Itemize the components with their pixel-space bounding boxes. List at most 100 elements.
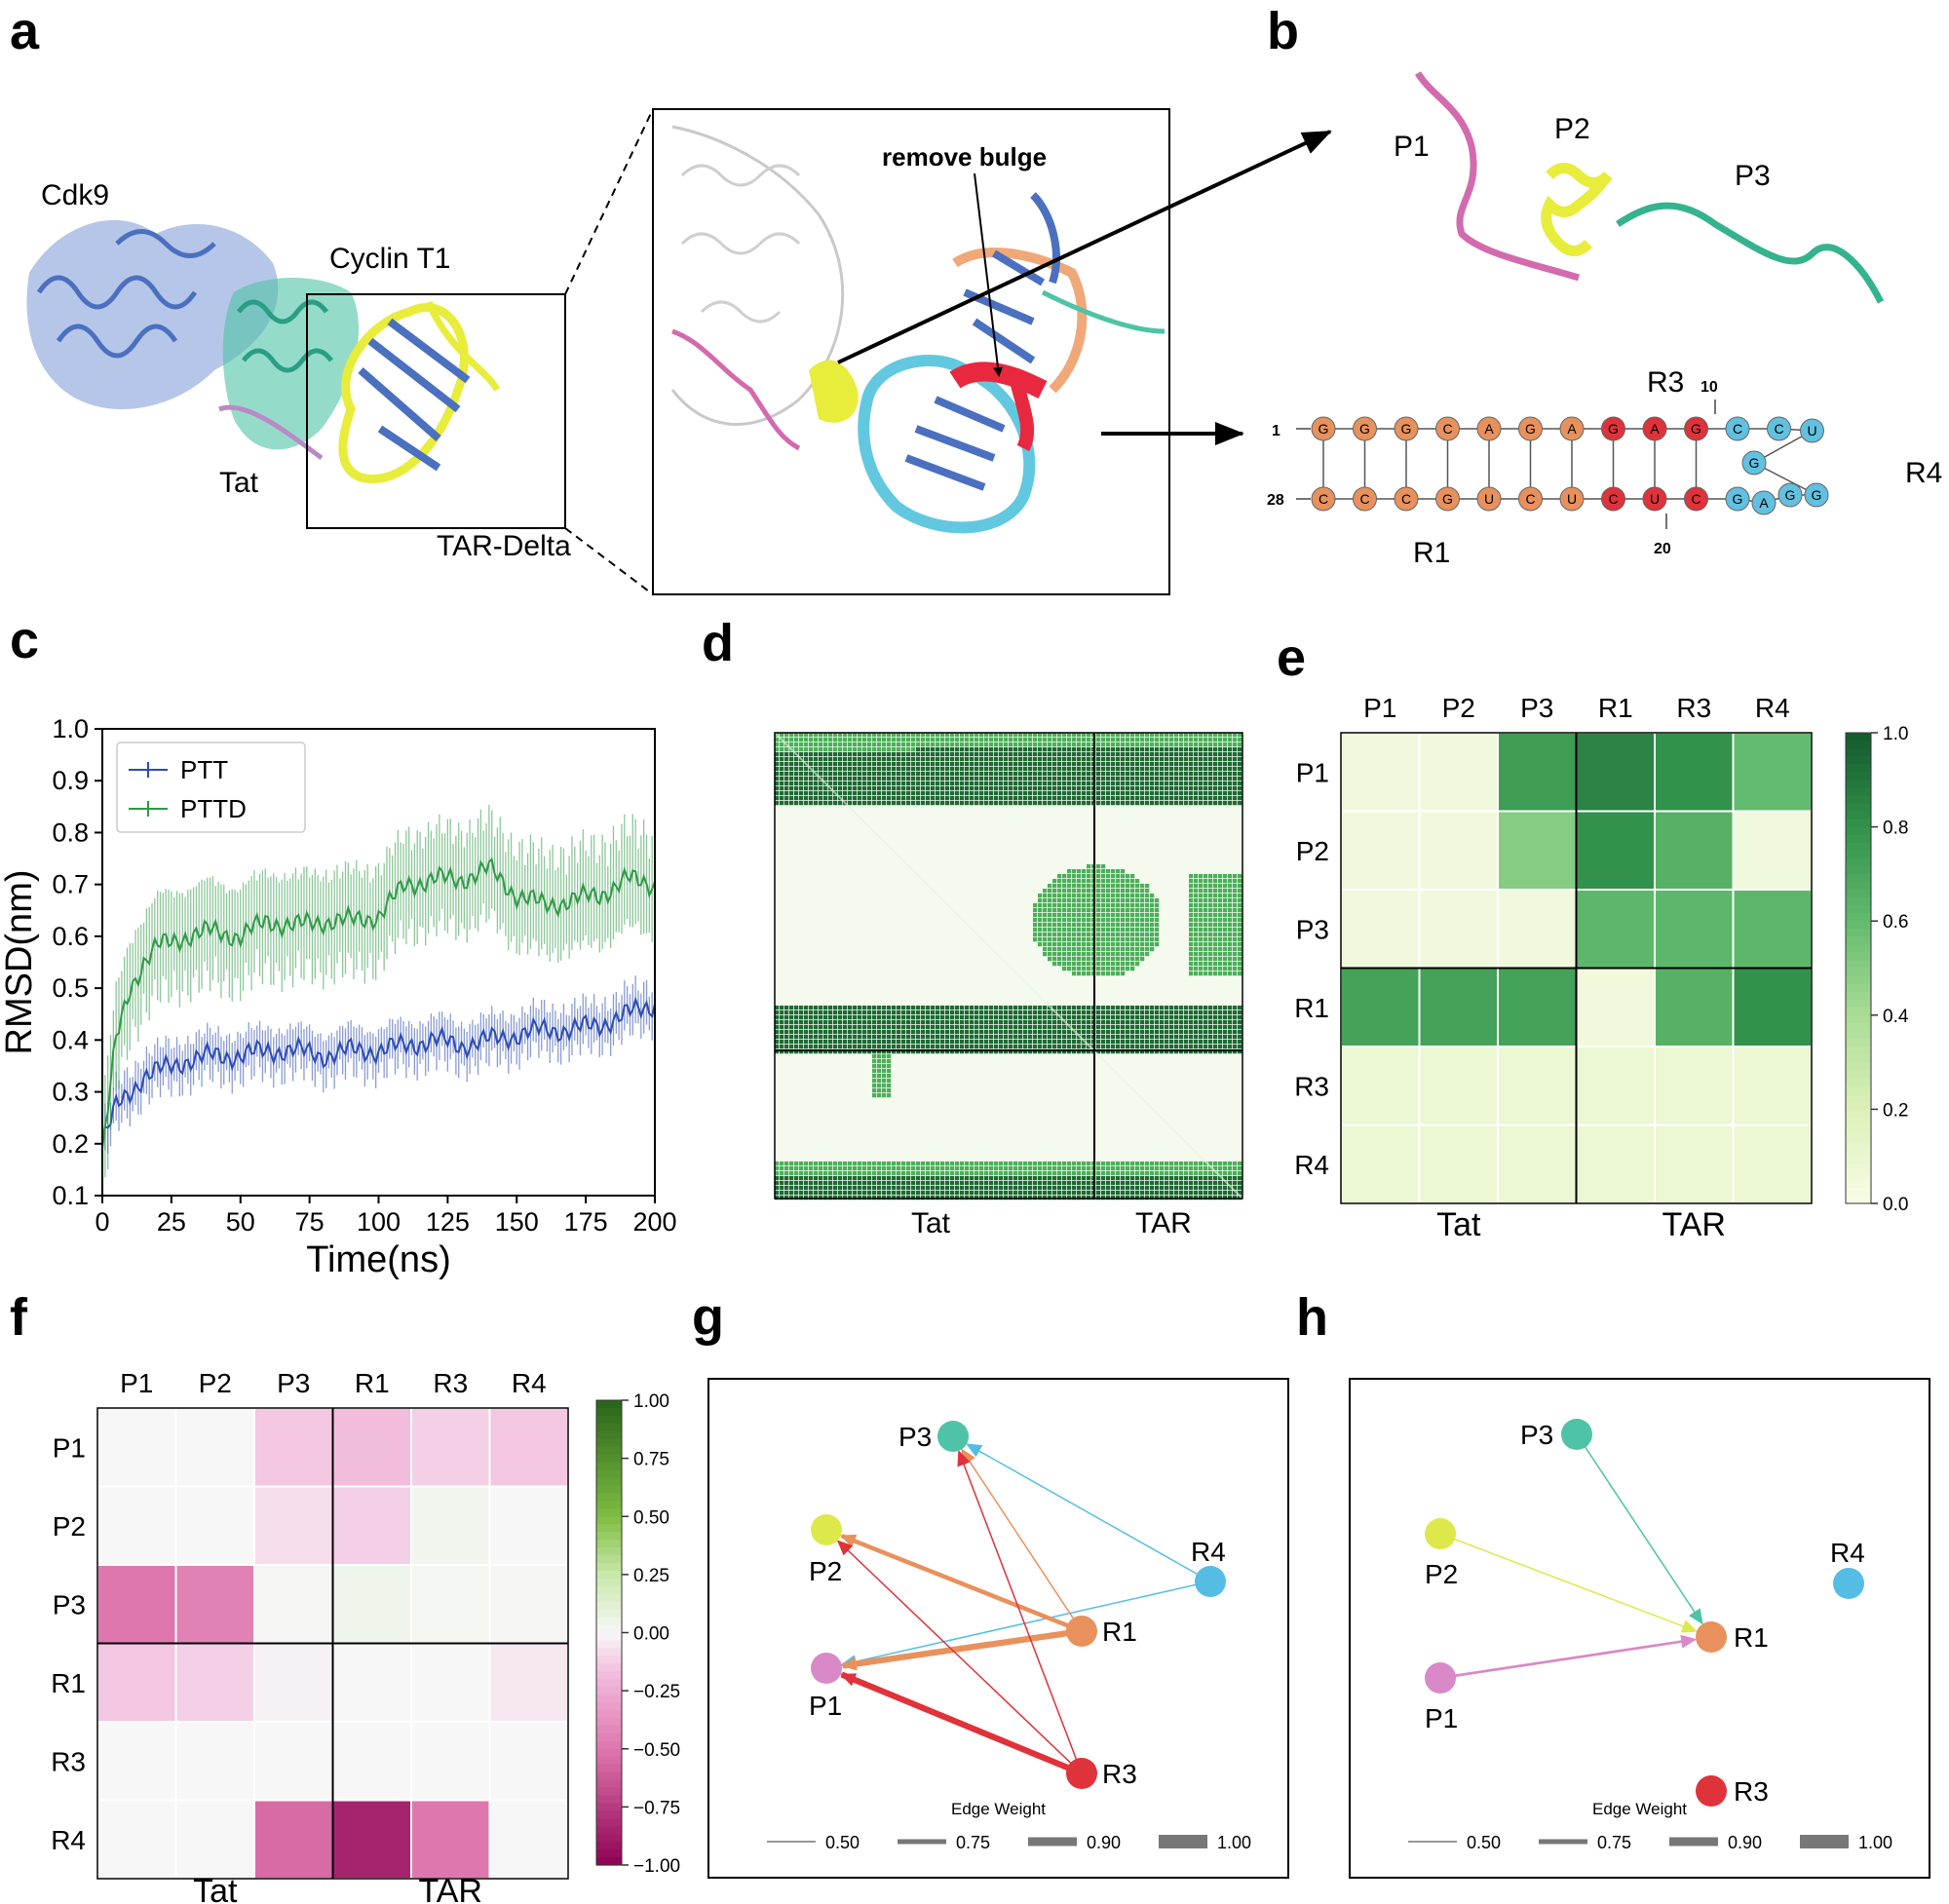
d-contact-cell	[1082, 869, 1087, 874]
d-contact-cell	[1106, 747, 1111, 752]
d-contact-cell	[1204, 1171, 1208, 1176]
d-contact-cell	[1179, 743, 1184, 747]
rna-letter-bot-6: U	[1567, 491, 1577, 507]
d-contact-cell	[1062, 1025, 1067, 1030]
d-contact-cell	[1233, 1040, 1238, 1045]
d-contact-cell	[1023, 1181, 1028, 1186]
d-contact-cell	[955, 1025, 960, 1030]
f-cell-R4-R1	[331, 1799, 412, 1880]
f-colorbar-step	[596, 1415, 622, 1425]
d-contact-cell	[1038, 1030, 1043, 1035]
f-colorbar-step	[596, 1648, 622, 1656]
d-contact-cell	[1189, 1176, 1194, 1181]
d-contact-cell	[945, 772, 950, 777]
d-contact-cell	[989, 796, 994, 801]
d-contact-cell	[1052, 947, 1057, 952]
d-contact-cell	[950, 1181, 955, 1186]
rna-letter-bot-4: U	[1484, 491, 1494, 507]
d-contact-cell	[1179, 757, 1184, 762]
d-contact-cell	[789, 1015, 794, 1020]
d-contact-cell	[970, 767, 974, 772]
d-contact-cell	[1013, 777, 1018, 781]
d-contact-cell	[799, 1020, 804, 1025]
e-cell-R1-R1	[1575, 967, 1656, 1047]
d-contact-cell	[789, 743, 794, 747]
d-contact-cell	[1145, 1035, 1150, 1040]
d-contact-cell	[794, 1015, 799, 1020]
d-contact-cell	[1023, 752, 1028, 757]
rna-nucleotide-bot-11	[1751, 490, 1777, 515]
d-contact-cell	[989, 1025, 994, 1030]
d-contact-cell	[833, 1006, 838, 1010]
d-contact-cell	[1043, 1030, 1048, 1035]
d-contact-cell	[1223, 1191, 1228, 1196]
d-contact-cell	[1140, 923, 1145, 928]
d-contact-cell	[1101, 1186, 1106, 1191]
d-contact-cell	[853, 747, 858, 752]
d-contact-cell	[1204, 903, 1208, 908]
d-contact-cell	[804, 1186, 809, 1191]
d-contact-cell	[1169, 1181, 1174, 1186]
d-contact-cell	[877, 1176, 882, 1181]
d-contact-cell	[1218, 879, 1223, 884]
d-contact-cell	[1023, 1176, 1028, 1181]
d-contact-cell	[1223, 791, 1228, 796]
d-contact-cell	[906, 1196, 911, 1200]
d-contact-cell	[1130, 1015, 1135, 1020]
d-contact-cell	[1130, 1006, 1135, 1010]
d-contact-cell	[1184, 801, 1189, 806]
d-contact-cell	[789, 772, 794, 777]
d-contact-cell	[833, 762, 838, 767]
d-contact-cell	[794, 1181, 799, 1186]
d-contact-cell	[814, 1196, 819, 1200]
d-contact-cell	[838, 762, 843, 767]
f-colorbar-step	[596, 1687, 622, 1695]
d-contact-cell	[1067, 918, 1072, 923]
d-contact-cell	[979, 1025, 984, 1030]
f-colorbar-step	[596, 1795, 622, 1804]
d-contact-cell	[916, 777, 921, 781]
d-contact-cell	[1121, 889, 1126, 894]
d-contact-cell	[1194, 791, 1199, 796]
d-contact-cell	[823, 733, 828, 738]
d-contact-cell	[989, 1015, 994, 1020]
d-contact-cell	[1062, 762, 1067, 767]
e-cell-P2-P2	[1418, 810, 1499, 891]
d-contact-cell	[877, 1035, 882, 1040]
d-contact-cell	[877, 801, 882, 806]
d-contact-cell	[1155, 781, 1160, 786]
d-contact-cell	[1067, 898, 1072, 903]
d-contact-cell	[775, 1025, 780, 1030]
d-contact-cell	[799, 1035, 804, 1040]
d-contact-cell	[794, 796, 799, 801]
d-contact-cell	[1018, 1049, 1023, 1054]
d-contact-cell	[1106, 908, 1111, 913]
d-contact-cell	[1199, 1186, 1204, 1191]
e-colorbar-step	[1846, 819, 1871, 828]
d-contact-cell	[784, 1166, 789, 1171]
d-contact-cell	[979, 762, 984, 767]
f-colorbar-step	[596, 1485, 622, 1494]
d-contact-cell	[1126, 1006, 1130, 1010]
d-contact-cell	[1062, 743, 1067, 747]
d-contact-cell	[1028, 1015, 1033, 1020]
d-contact-cell	[1121, 913, 1126, 918]
d-contact-cell	[955, 762, 960, 767]
d-contact-cell	[955, 1035, 960, 1040]
d-contact-cell	[901, 733, 906, 738]
d-contact-cell	[1111, 791, 1116, 796]
d-contact-cell	[789, 791, 794, 796]
d-contact-cell	[1238, 1171, 1242, 1176]
d-contact-cell	[999, 772, 1004, 777]
d-contact-cell	[1130, 791, 1135, 796]
d-contact-cell	[1213, 1020, 1218, 1025]
d-contact-cell	[955, 738, 960, 743]
d-contact-cell	[906, 1045, 911, 1049]
d-contact-cell	[872, 1161, 877, 1166]
d-contact-cell	[1057, 879, 1062, 884]
d-contact-cell	[853, 738, 858, 743]
d-contact-cell	[1111, 903, 1116, 908]
d-contact-cell	[1028, 1171, 1033, 1176]
d-contact-cell	[1184, 767, 1189, 772]
